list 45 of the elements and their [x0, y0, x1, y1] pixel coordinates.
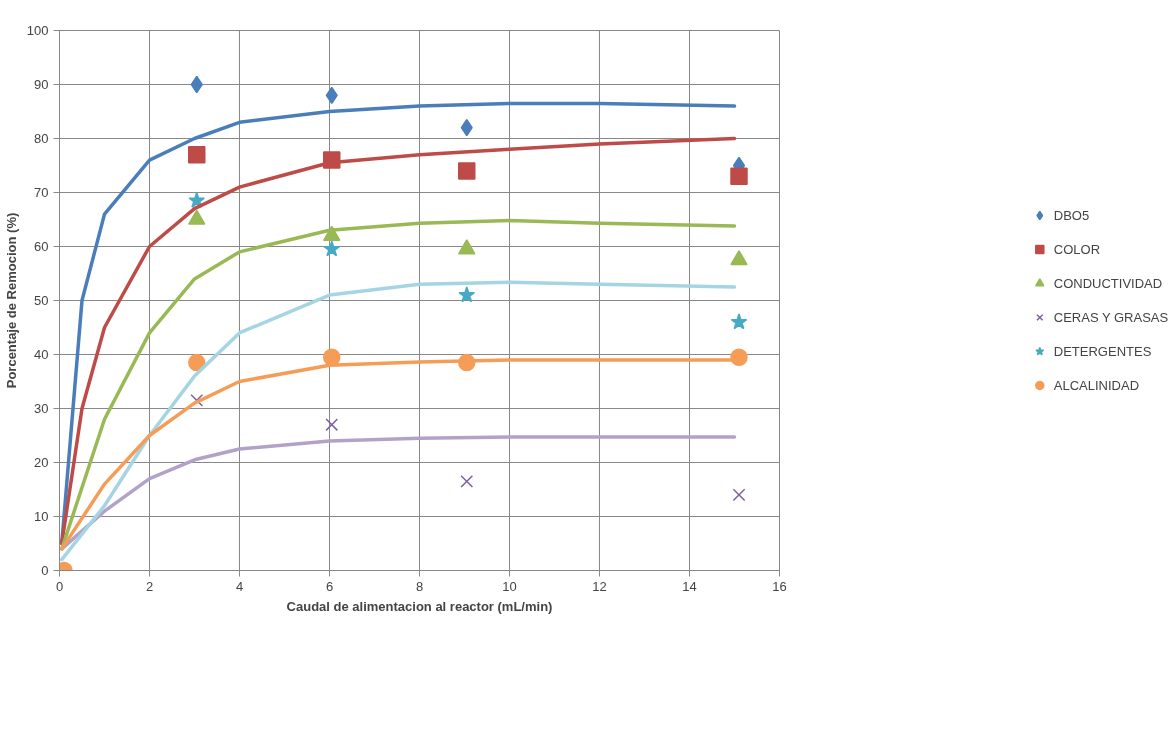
x-tick-label: 12 — [592, 578, 607, 594]
y-tick-label: 10 — [34, 509, 49, 524]
point — [323, 240, 341, 257]
point — [730, 250, 748, 266]
x-tick-label: 6 — [325, 578, 334, 594]
y-axis-title: Porcentaje de Remocion (%) — [3, 212, 19, 389]
line-series — [60, 218, 737, 551]
x-tick-label: 4 — [235, 578, 244, 594]
point — [458, 162, 476, 180]
x-tick-label: 8 — [415, 578, 424, 594]
y-tick-label: 40 — [34, 347, 49, 362]
y-tick-label: 20 — [34, 455, 49, 470]
point — [188, 145, 206, 164]
x-tick-label: 16 — [772, 578, 787, 594]
y-tick-label: 60 — [34, 239, 49, 254]
x-tick-label: 2 — [145, 578, 154, 594]
y-tick-label: 50 — [34, 293, 49, 308]
line-series — [60, 435, 737, 551]
legend-label: COLOR — [1053, 241, 1101, 257]
x-axis-title: Caudal de alimentacion al reactor (mL/min) — [286, 598, 553, 614]
legend-label: CONDUCTIVIDAD — [1053, 275, 1163, 291]
point — [458, 239, 476, 255]
legend-label: CERAS Y GRASAS — [1053, 309, 1169, 325]
point — [188, 353, 206, 372]
point — [730, 167, 748, 186]
point — [325, 418, 339, 432]
point — [730, 313, 748, 330]
point — [458, 286, 476, 303]
y-tick-label: 70 — [34, 185, 49, 200]
y-tick-label: 90 — [34, 77, 49, 92]
legend-label: DETERGENTES — [1053, 343, 1152, 359]
legend-label: ALCALINIDAD — [1053, 377, 1140, 393]
y-tick-label: 30 — [34, 401, 49, 416]
point — [188, 191, 206, 208]
y-tick-label: 80 — [34, 131, 49, 146]
x-tick-label: 14 — [682, 578, 697, 594]
x-tick-label: 0 — [55, 578, 64, 594]
point — [323, 348, 341, 366]
y-tick-label: 0 — [41, 563, 49, 578]
point — [732, 488, 746, 502]
y-tick-label: 100 — [26, 23, 49, 38]
legend-label: DBO5 — [1053, 207, 1090, 223]
x-tick-label: 10 — [502, 578, 517, 594]
point — [460, 474, 474, 488]
point — [730, 348, 748, 366]
